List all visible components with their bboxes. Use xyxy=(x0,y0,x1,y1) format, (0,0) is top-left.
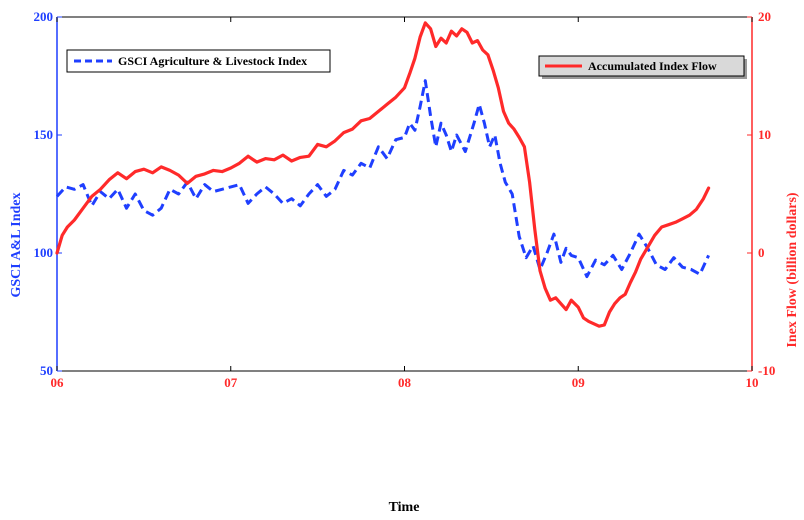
series-layer xyxy=(55,21,711,328)
y-right-tick-label: 10 xyxy=(758,127,771,142)
y-left-tick-label: 200 xyxy=(34,9,54,24)
x-tick-label: 10 xyxy=(746,375,759,390)
y-right-tick-label: 20 xyxy=(758,9,771,24)
legend-flow: Accumulated Index Flow xyxy=(538,55,747,79)
y-left-axis-title: GSCI A&L Index xyxy=(9,192,24,297)
legend-flow-label: Accumulated Index Flow xyxy=(588,59,717,73)
y-right-axis-title: Inex Flow (billion dollars) xyxy=(785,192,800,348)
y-left-tick-label: 100 xyxy=(34,245,54,260)
y-right-tick-label: -10 xyxy=(758,363,775,378)
series-line-index-flow xyxy=(55,21,711,328)
x-axis-title: Time xyxy=(389,500,420,515)
y-left-tick-label: 150 xyxy=(34,127,54,142)
ticks: 06 07 08 09 10 50 100 150 200 -10 0 10 20 xyxy=(34,9,776,390)
legend-gsci-label: GSCI Agriculture & Livestock Index xyxy=(118,54,307,68)
series-line-gsci xyxy=(55,79,710,279)
y-right-tick-label: 0 xyxy=(758,245,765,260)
x-tick-label: 09 xyxy=(572,375,586,390)
legend-gsci-box xyxy=(66,49,331,73)
x-tick-label: 06 xyxy=(51,375,65,390)
y-left-tick-label: 50 xyxy=(40,363,53,378)
x-tick-label: 08 xyxy=(398,375,412,390)
legend-gsci: GSCI Agriculture & Livestock Index xyxy=(66,49,331,73)
x-tick-label: 07 xyxy=(224,375,238,390)
legend-flow-box xyxy=(538,55,745,77)
